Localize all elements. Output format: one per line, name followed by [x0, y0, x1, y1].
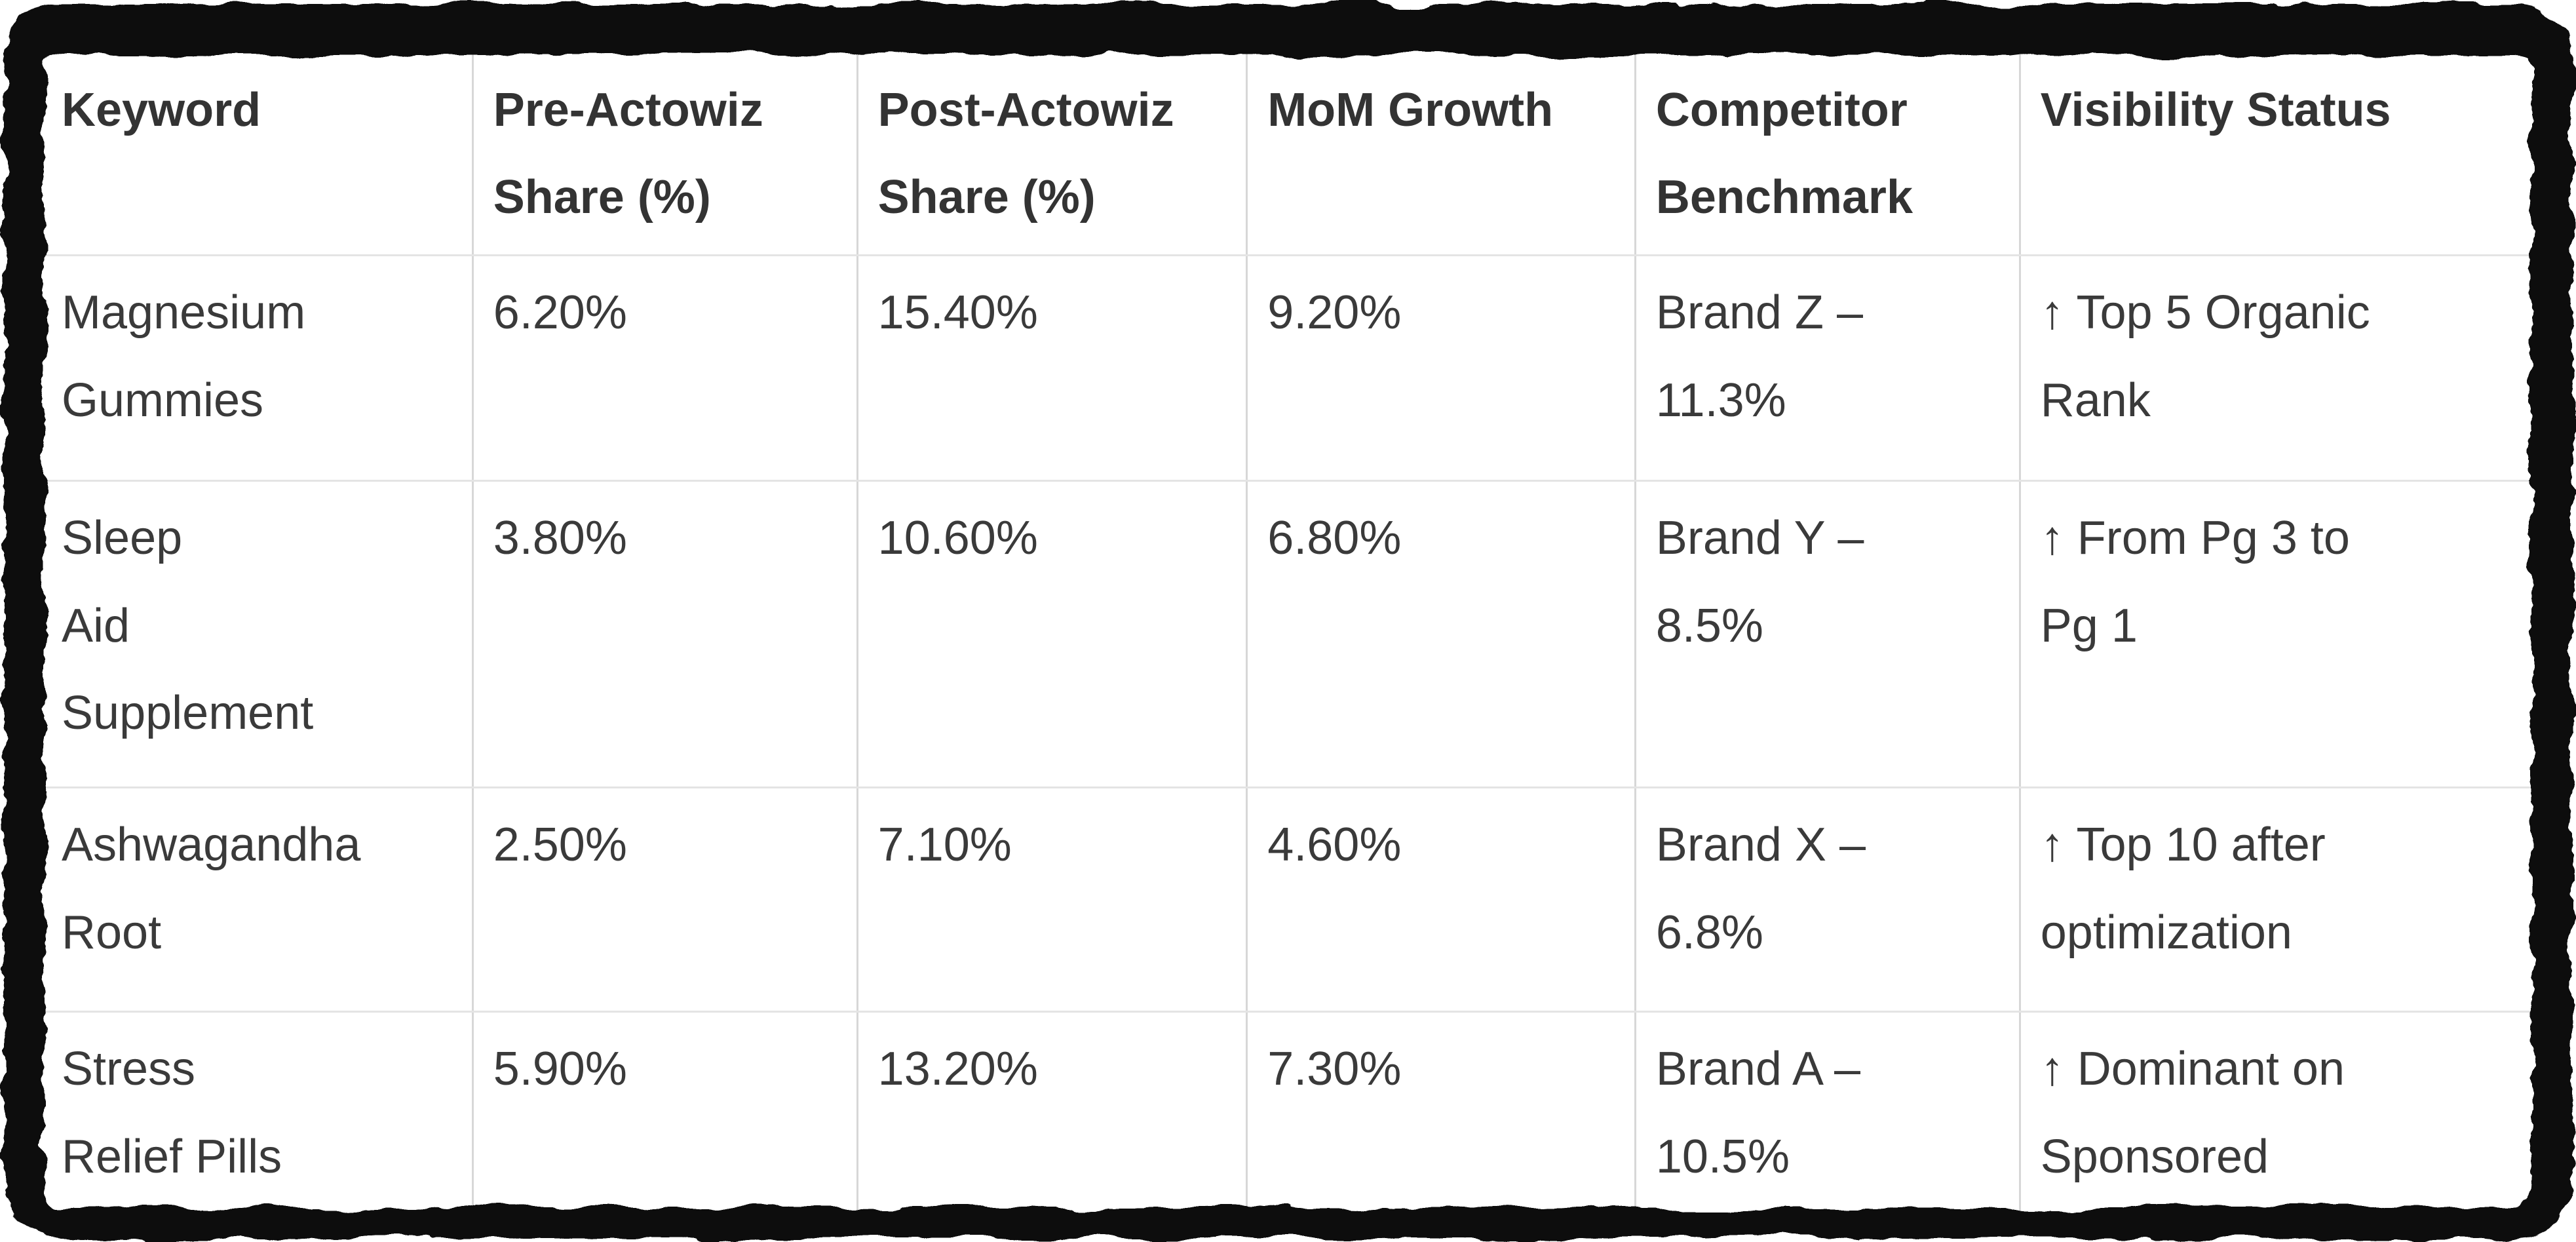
table-row: Magnesium Gummies 6.20% 15.40% 9.20% Bra… — [42, 255, 2531, 482]
cell-r3-post-share: 7.10% — [857, 787, 1248, 1013]
cell-r4-keyword: Stress Relief Pills — [42, 1011, 474, 1211]
cell-r3-mom-growth: 4.60% — [1246, 787, 1636, 1013]
cell-r1-mom-growth: 9.20% — [1246, 255, 1636, 482]
cell-r2-keyword: Sleep Aid Supplement — [42, 480, 474, 789]
table-row: Sleep Aid Supplement 3.80% 10.60% 6.80% … — [42, 480, 2531, 789]
cell-r1-visibility: ↑ Top 5 Organic Rank — [2020, 255, 2531, 482]
cell-r3-visibility: ↑ Top 10 after optimization — [2020, 787, 2531, 1013]
cell-r3-competitor: Brand X – 6.8% — [1635, 787, 2021, 1013]
keyword-share-table: Keyword Pre-Actowiz Share (%) Post-Actow… — [42, 54, 2531, 1211]
cell-r4-mom-growth: 7.30% — [1246, 1011, 1636, 1211]
header-mom-growth: MoM Growth — [1246, 54, 1636, 257]
header-visibility-status: Visibility Status — [2020, 54, 2531, 257]
header-keyword: Keyword — [42, 54, 474, 257]
cell-r4-visibility: ↑ Dominant on Sponsored — [2040, 1043, 2345, 1183]
cell-r2-post-share: 10.60% — [857, 480, 1248, 789]
table-container: Keyword Pre-Actowiz Share (%) Post-Actow… — [42, 54, 2531, 1211]
cell-r4-competitor: Brand A – 10.5% — [1635, 1011, 2021, 1211]
cell-r3-keyword: Ashwagandha Root — [42, 787, 474, 1013]
cell-r2-competitor: Brand Y – 8.5% — [1635, 480, 2021, 789]
header-row: Keyword Pre-Actowiz Share (%) Post-Actow… — [42, 54, 2531, 257]
header-post-actowiz-share: Post-Actowiz Share (%) — [857, 54, 1248, 257]
cell-r4-post-share: 13.20% — [857, 1011, 1248, 1211]
cell-r3-pre-share: 2.50% — [472, 787, 858, 1013]
cell-r1-competitor: Brand Z – 11.3% — [1635, 255, 2021, 482]
table-row: Stress Relief Pills 5.90% 13.20% 7.30% B… — [42, 1011, 2531, 1211]
table-row: Ashwagandha Root 2.50% 7.10% 4.60% Brand… — [42, 787, 2531, 1013]
cell-r1-keyword: Magnesium Gummies — [42, 255, 474, 482]
cell-r2-pre-share: 3.80% — [472, 480, 858, 789]
cell-r1-pre-share: 6.20% — [472, 255, 858, 482]
cell-r2-visibility: ↑ From Pg 3 to Pg 1 — [2020, 480, 2531, 789]
header-competitor-benchmark: Competitor Benchmark — [1635, 54, 2021, 257]
cell-r4-pre-share: 5.90% — [472, 1011, 858, 1211]
cell-r2-mom-growth: 6.80% — [1246, 480, 1636, 789]
header-pre-actowiz-share: Pre-Actowiz Share (%) — [472, 54, 858, 257]
cell-r1-post-share: 15.40% — [857, 255, 1248, 482]
